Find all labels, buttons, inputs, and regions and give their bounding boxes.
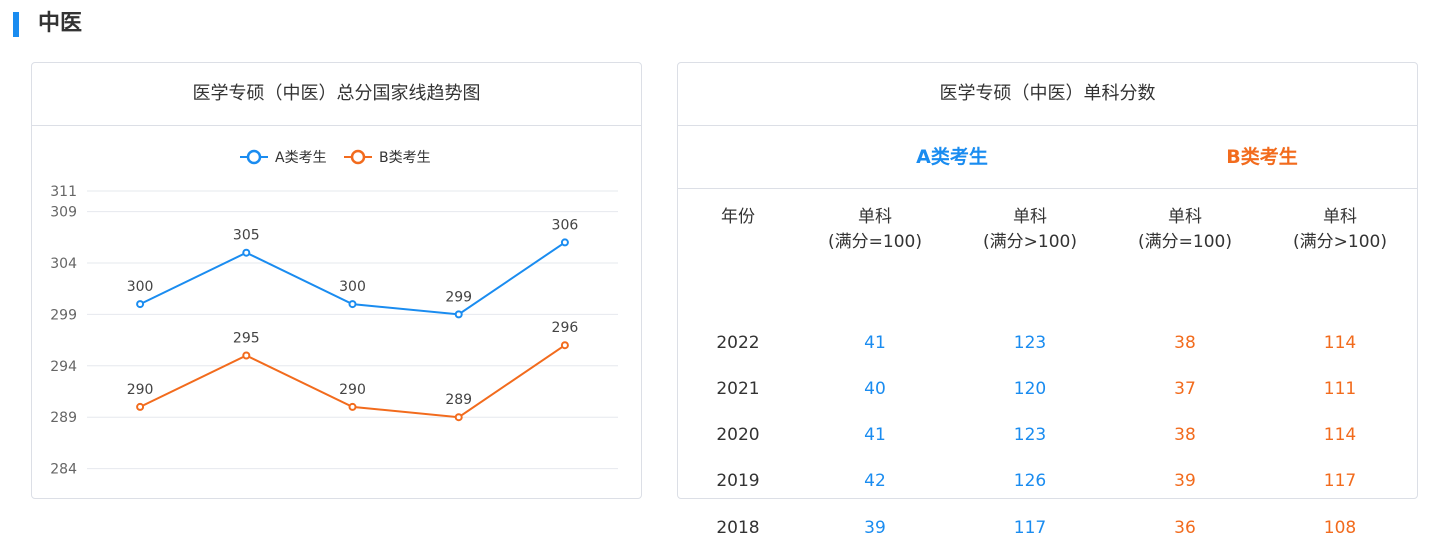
year-cell: 2022 [716, 333, 760, 353]
a1-cell: 39 [864, 518, 886, 538]
year-cell: 2021 [716, 379, 760, 399]
col-header-a1: 单科 (满分=100) [795, 205, 955, 255]
a1-cell: 41 [864, 333, 886, 353]
data-label: 305 [233, 228, 260, 244]
b2-cell: 114 [1323, 425, 1357, 445]
b1-cell: 37 [1174, 379, 1196, 399]
data-label: 306 [552, 217, 579, 233]
chart-card: 医学专硕（中医）总分国家线趋势图 27928428929429930430931… [31, 62, 642, 499]
data-point [136, 402, 145, 411]
section-accent-bar [13, 12, 19, 37]
data-point [454, 413, 463, 422]
b1-cell: 38 [1174, 333, 1196, 353]
data-point [454, 310, 463, 319]
data-point [560, 238, 569, 247]
col-header-a1-line1: 单科 [858, 207, 892, 227]
y-tick-label: 299 [50, 307, 77, 323]
b2-cell: 117 [1323, 471, 1357, 491]
data-point [242, 248, 251, 257]
col-header-a1-line2: (满分=100) [828, 232, 922, 252]
data-label: 300 [339, 279, 366, 295]
b1-cell: 39 [1174, 471, 1196, 491]
col-header-b2: 单科 (满分>100) [1260, 205, 1420, 255]
data-label: 296 [552, 320, 579, 336]
col-header-b2-line1: 单科 [1323, 207, 1357, 227]
data-point [242, 351, 251, 360]
a2-cell: 120 [1013, 379, 1047, 399]
data-point [560, 341, 569, 350]
a2-cell: 117 [1013, 518, 1047, 538]
col-header-b1-line2: (满分=100) [1138, 232, 1232, 252]
legend-label: B类考生 [379, 150, 431, 166]
table-card-title: 医学专硕（中医）单科分数 [678, 63, 1417, 126]
y-tick-label: 284 [50, 462, 77, 478]
legend-marker [246, 149, 262, 165]
data-label: 290 [339, 382, 366, 398]
y-tick-label: 311 [50, 184, 77, 200]
a1-cell: 41 [864, 425, 886, 445]
b1-cell: 38 [1174, 425, 1196, 445]
col-header-b1: 单科 (满分=100) [1105, 205, 1265, 255]
y-tick-label: 289 [50, 410, 77, 426]
group-header-row: A类考生 B类考生 [678, 126, 1417, 189]
data-point [348, 402, 357, 411]
data-label: 290 [127, 382, 154, 398]
data-label: 295 [233, 331, 260, 347]
b2-cell: 108 [1323, 518, 1357, 538]
year-cell: 2020 [716, 425, 760, 445]
col-header-a2-line2: (满分>100) [983, 232, 1077, 252]
data-label: 289 [445, 392, 472, 408]
year-cell: 2018 [716, 518, 760, 538]
group-a-label: A类考生 [916, 146, 988, 168]
legend-marker [350, 149, 366, 165]
y-tick-label: 304 [50, 256, 77, 272]
b1-cell: 36 [1174, 518, 1196, 538]
a2-cell: 126 [1013, 471, 1047, 491]
col-header-b1-line1: 单科 [1168, 207, 1202, 227]
b2-cell: 111 [1323, 379, 1357, 399]
data-label: 299 [445, 289, 472, 305]
a1-cell: 40 [864, 379, 886, 399]
trend-line-chart: 2792842892942993043093112018201920202021… [50, 149, 618, 478]
legend-label: A类考生 [275, 150, 327, 166]
col-header-year: 年份 [721, 207, 755, 227]
b2-cell: 114 [1323, 333, 1357, 353]
data-point [348, 300, 357, 309]
col-header-a2: 单科 (满分>100) [950, 205, 1110, 255]
section-title: 中医 [38, 11, 83, 36]
y-tick-label: 309 [50, 205, 77, 221]
data-point [136, 300, 145, 309]
year-cell: 2019 [716, 471, 760, 491]
table-card: 医学专硕（中医）单科分数 A类考生 B类考生 年份 单科 (满分=100) 单科… [677, 62, 1420, 538]
data-label: 300 [127, 279, 154, 295]
chart-card-title: 医学专硕（中医）总分国家线趋势图 [32, 63, 641, 126]
group-b-label: B类考生 [1226, 146, 1298, 168]
a1-cell: 42 [864, 471, 886, 491]
col-header-a2-line1: 单科 [1013, 207, 1047, 227]
col-header-b2-line2: (满分>100) [1293, 232, 1387, 252]
a2-cell: 123 [1013, 425, 1047, 445]
y-tick-label: 294 [50, 359, 77, 375]
a2-cell: 123 [1013, 333, 1047, 353]
